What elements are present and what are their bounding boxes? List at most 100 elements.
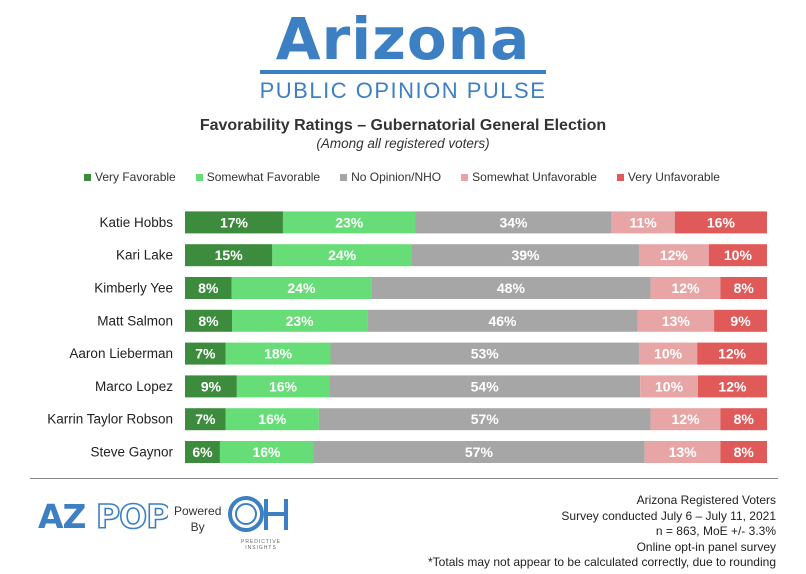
data-label: 34% [499, 214, 528, 230]
bar-segment [674, 211, 767, 234]
category-label: Steve Gaynor [90, 445, 173, 460]
legend-label: Somewhat Favorable [206, 170, 321, 184]
data-label: 39% [511, 247, 540, 263]
legend-swatch [616, 173, 624, 181]
bar-segment [231, 277, 372, 299]
bar-segment [708, 244, 767, 267]
data-label: 9% [730, 313, 751, 329]
bar-segment [329, 375, 641, 398]
note-line: *Totals may not appear to be calculated … [428, 555, 776, 569]
data-label: 15% [215, 247, 244, 263]
azpop-logo: AZ POP [36, 496, 171, 539]
bar-segment [185, 309, 233, 332]
bar-segment [236, 375, 330, 398]
category-label: Aaron Lieberman [69, 346, 173, 361]
bar-segment [650, 277, 721, 299]
bar-segment [185, 441, 220, 463]
data-label: 57% [465, 444, 494, 460]
bar-segment [611, 211, 675, 234]
data-label: 16% [269, 378, 298, 394]
bar-segment [650, 408, 721, 431]
data-label: 24% [328, 247, 357, 263]
legend-label: No Opinion/NHO [351, 170, 442, 184]
data-label: 12% [718, 378, 747, 394]
data-label: 13% [669, 444, 698, 460]
data-label: 18% [264, 346, 293, 362]
legend-item: Very Unfavorable [616, 170, 720, 184]
data-label: 23% [286, 313, 315, 329]
data-label: 10% [724, 247, 753, 263]
data-label: 23% [335, 214, 364, 230]
legend-label: Very Favorable [95, 170, 176, 184]
bar-segment [638, 244, 709, 267]
footer-divider [30, 478, 778, 479]
predictive-insights-logo: PREDICTIVE INSIGHTS [226, 494, 296, 551]
data-label: 7% [195, 346, 216, 362]
chart-title: Favorability Ratings – Gubernatorial Gen… [199, 117, 607, 134]
data-label: 8% [734, 444, 755, 460]
brand-header: Arizona PUBLIC OPINION PULSE [0, 8, 806, 104]
legend-swatch [195, 173, 203, 181]
azpop-logo-mark: AZ POP [38, 496, 171, 537]
bar-segment [282, 211, 416, 234]
bar-segment [697, 342, 767, 365]
data-label: 8% [198, 280, 219, 296]
data-label: 46% [488, 313, 517, 329]
bar-segment [219, 441, 314, 463]
bar-segment [644, 441, 721, 463]
legend-item: Somewhat Unfavorable [461, 170, 597, 184]
bar-segment [185, 277, 232, 299]
bar-segment [638, 342, 698, 365]
category-label: Matt Salmon [97, 313, 173, 328]
brand-subtitle: PUBLIC OPINION PULSE [259, 78, 547, 103]
bar-segment [371, 277, 651, 299]
note-line: Arizona Registered Voters [636, 493, 776, 507]
data-label: 48% [497, 280, 526, 296]
bar-segment [714, 309, 767, 332]
powered-by-line-2: By [190, 520, 205, 534]
partner-subtitle: PREDICTIVE INSIGHTS [240, 539, 281, 551]
data-label: 57% [471, 411, 500, 427]
data-label: 10% [654, 346, 683, 362]
category-label: Katie Hobbs [99, 215, 173, 230]
powered-by-line-1: Powered [174, 504, 222, 518]
bar-segment [697, 375, 767, 398]
category-label: Marco Lopez [95, 379, 173, 394]
data-label: 6% [192, 444, 213, 460]
data-label: 11% [629, 214, 657, 230]
bar-segment [272, 244, 412, 267]
data-label: 12% [672, 411, 701, 427]
data-label: 8% [734, 411, 755, 427]
bar-segment [330, 342, 639, 365]
bar-segment [185, 375, 237, 398]
data-label: 53% [471, 346, 500, 362]
bar-segment [225, 342, 331, 365]
data-label: 13% [662, 313, 691, 329]
data-label: 17% [220, 214, 249, 230]
powered-by-label: Powered By [174, 503, 221, 535]
bar-segment [637, 309, 715, 332]
legend-item: Very Favorable [84, 170, 176, 184]
data-label: 24% [287, 280, 316, 296]
oh-logo-mark [228, 496, 288, 532]
note-line: Online opt-in panel survey [636, 539, 776, 554]
data-label: 16% [252, 444, 281, 460]
category-label: Kari Lake [116, 248, 173, 263]
bar-segment [411, 244, 639, 267]
note-line: Survey conducted July 6 – July 11, 2021 [561, 508, 776, 523]
bar-segment [720, 441, 767, 463]
data-label: 8% [198, 313, 219, 329]
data-label: 7% [195, 411, 216, 427]
bar-segment [367, 309, 638, 332]
bar-segment [720, 277, 767, 299]
stacked-bar-chart: Katie Hobbs 17% 23% 34% 11% 16% Kari Lake 15% 24… [47, 211, 767, 463]
survey-notes: Arizona Registered Voters Survey conducte… [428, 493, 776, 571]
legend-label: Very Unfavorable [627, 170, 720, 184]
svg-text:AZ: AZ [38, 497, 86, 534]
legend-swatch [461, 173, 469, 181]
bar-segment [318, 408, 651, 431]
chart-subtitle: (Among all registered voters) [316, 136, 490, 151]
legend-label: Somewhat Unfavorable [472, 170, 597, 184]
bar-segment [185, 408, 226, 431]
bar-segment [232, 309, 368, 332]
